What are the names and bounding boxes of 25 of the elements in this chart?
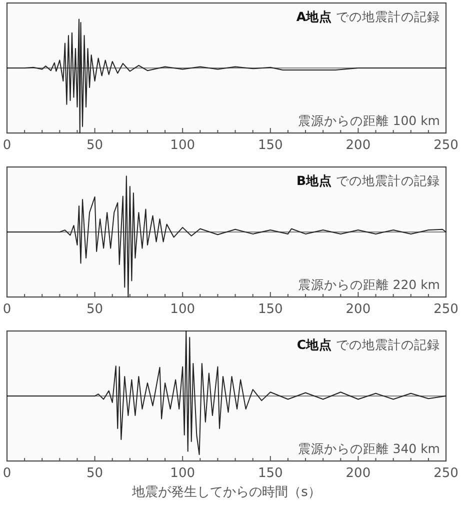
x-tick-label: 100 — [170, 302, 196, 317]
x-tick-label: 150 — [258, 466, 283, 481]
chart-title: B地点 での地震計の記録 — [296, 173, 440, 188]
x-tick-label: 200 — [346, 138, 371, 153]
x-tick-label: 0 — [2, 302, 12, 317]
x-tick-label: 250 — [434, 138, 458, 153]
x-tick-label: 0 — [2, 466, 12, 481]
x-tick-label: 150 — [258, 302, 283, 317]
x-tick-label: 250 — [434, 302, 458, 317]
x-tick-label: 50 — [86, 466, 104, 481]
x-axis-title: 地震が発生してからの時間（s） — [131, 485, 321, 500]
x-tick-label: 150 — [258, 138, 283, 153]
x-tick-label: 0 — [2, 138, 12, 153]
chart-title: A地点 での地震計の記録 — [296, 9, 440, 24]
x-tick-label: 50 — [86, 138, 104, 153]
annotation: 震源からの距離 100 km — [298, 113, 440, 128]
annotation: 震源からの距離 220 km — [298, 277, 440, 292]
x-tick-label: 200 — [346, 302, 371, 317]
x-tick-label: 50 — [86, 302, 104, 317]
x-tick-label: 200 — [346, 466, 371, 481]
text: C地点 での地震計の記録 — [296, 337, 440, 352]
annotation: 震源からの距離 340 km — [298, 441, 440, 456]
x-tick-label: 100 — [170, 466, 196, 481]
x-tick-label: 250 — [434, 466, 458, 481]
x-tick-label: 100 — [170, 138, 196, 153]
